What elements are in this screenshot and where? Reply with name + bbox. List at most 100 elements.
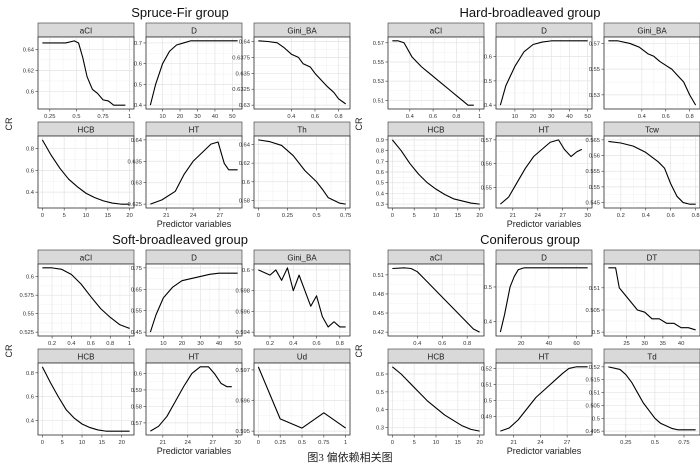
facet-group: Spruce-Fir group CR Predictor variables aCI… [4, 5, 351, 229]
facet-strip-label: Gini_BA [637, 27, 667, 36]
facet-strip-label: Ud [297, 353, 307, 362]
x-tick-label: 0.2 [266, 341, 274, 347]
x-tick-label: 0.25 [275, 440, 286, 446]
y-tick-label: 0.6 [26, 275, 34, 281]
x-tick-label: 0.8 [692, 213, 700, 219]
facet-panel: D 10 20 30 40 50 0.4 0.5 0.6 [484, 22, 593, 120]
plot-border [603, 36, 700, 110]
dependence-line [608, 40, 697, 106]
facet-strip-label: aCI [80, 254, 92, 263]
y-tick-label: 0.565 [585, 138, 600, 144]
x-tick-label: 0.8 [452, 114, 460, 120]
x-tick-label: 1 [344, 440, 347, 446]
facet-panel: HCB 0 5 10 15 20 0.4 0.6 0.8 [26, 121, 135, 219]
y-tick-label: 0.8 [26, 147, 34, 153]
x-tick-label: 30 [194, 114, 200, 120]
y-tick-label: 0.59 [131, 388, 142, 394]
facet-strip-label: D [541, 27, 547, 36]
y-tick-label: 0.55 [589, 185, 600, 191]
plot-border [145, 362, 243, 436]
group-title: Spruce-Fir group [131, 5, 229, 20]
x-tick-label: 20 [126, 213, 132, 219]
facet-panel: aCI 0.2 0.4 0.6 0.8 1 0.525 0.55 0.575 0.6 [19, 249, 135, 347]
facet-strip-label: Gini_BA [287, 254, 317, 263]
facet-panel: Td 0.25 0.5 0.75 0.495 0.5 0.505 0.51 0.515 0.52 [585, 348, 700, 446]
x-tick-label: 0.75 [340, 213, 351, 219]
facet-panel: HCB 0 5 10 15 20 0.3 0.4 0.5 0.6 0.7 0.8 0.9 [376, 121, 485, 219]
y-tick-label: 0.596 [235, 309, 250, 315]
x-axis-label: Predictor variables [507, 446, 582, 456]
dependence-line [42, 40, 126, 106]
x-tick-label: 0.4 [638, 114, 647, 120]
y-tick-label: 0.5 [376, 181, 384, 187]
dependence-line [149, 272, 238, 333]
y-tick-label: 0.596 [235, 399, 250, 405]
y-tick-label: 0.6325 [232, 87, 250, 93]
x-tick-label: 10 [83, 213, 89, 219]
dependence-line [500, 139, 583, 205]
y-tick-label: 0.58 [239, 198, 250, 204]
plot-border [495, 135, 593, 209]
x-tick-label: 1 [128, 114, 131, 120]
facet-panel: Gini_BA 0.2 0.4 0.6 0.8 0.594 0.596 0.598 0.6 [235, 249, 351, 347]
facet-strip-label: HCB [78, 126, 95, 135]
x-tick-label: 0.5 [313, 213, 321, 219]
x-tick-label: 20 [177, 114, 183, 120]
dependence-line [500, 366, 588, 432]
x-tick-label: 0.6 [429, 114, 437, 120]
dependence-line [150, 366, 232, 432]
y-tick-label: 0.4 [26, 190, 35, 196]
dependence-line [392, 267, 480, 333]
x-tick-label: 0.8 [106, 341, 114, 347]
x-tick-label: 0.8 [336, 341, 344, 347]
x-tick-label: 0.6 [87, 341, 95, 347]
y-tick-label: 0.545 [585, 201, 600, 207]
dependence-line [42, 267, 130, 329]
y-tick-label: 0.64 [239, 143, 251, 149]
x-tick-label: 24 [185, 440, 192, 446]
x-tick-label: 0.4 [406, 114, 415, 120]
y-tick-label: 0.4 [484, 320, 493, 326]
y-tick-label: 0.594 [235, 330, 250, 336]
plot-border [253, 135, 351, 209]
plot-area [387, 36, 485, 110]
x-tick-label: 0.4 [67, 341, 76, 347]
dependence-line [257, 366, 346, 429]
plot-area [603, 135, 700, 209]
x-tick-label: 30 [197, 341, 203, 347]
y-tick-label: 0.4 [484, 103, 493, 109]
y-tick-label: 0.5 [376, 390, 384, 396]
facet-panel: aCI 0.4 0.6 0.8 1 0.51 0.53 0.55 0.57 [373, 22, 485, 120]
y-tick-label: 0.56 [481, 162, 492, 168]
y-tick-label: 0.63 [131, 181, 142, 187]
x-tick-label: 0.6 [313, 341, 321, 347]
y-tick-label: 0.5 [592, 416, 600, 422]
plot-area [603, 263, 700, 337]
facet-strip-label: DT [647, 254, 658, 263]
y-tick-label: 0.5 [134, 82, 142, 88]
plot-border [145, 263, 243, 337]
dependence-line [608, 267, 696, 331]
x-tick-label: 0 [41, 213, 44, 219]
x-tick-label: 1 [128, 341, 131, 347]
y-tick-label: 0.64 [131, 138, 143, 144]
figure-caption: 图3 偏依赖相关图 [307, 452, 393, 464]
facet-panel: HT 21 24 27 0.625 0.63 0.635 0.64 [127, 121, 243, 219]
x-tick-label: 27 [564, 440, 570, 446]
x-tick-label: 0.25 [620, 440, 631, 446]
y-tick-label: 0.62 [23, 68, 34, 74]
y-tick-label: 0.45 [131, 330, 142, 336]
x-tick-label: 50 [584, 114, 590, 120]
y-axis-label: CR [4, 344, 14, 357]
facet-strip-label: HCB [78, 353, 95, 362]
facet-strip-label: Th [297, 126, 306, 135]
y-tick-label: 0.6375 [232, 55, 250, 61]
plot-border [603, 135, 700, 209]
x-tick-label: 25 [623, 341, 629, 347]
x-tick-label: 27 [559, 213, 565, 219]
x-axis-label: Predictor variables [157, 446, 232, 456]
x-tick-label: 27 [209, 440, 215, 446]
dependence-line [391, 139, 480, 205]
facet-panel: Gini_BA 0.4 0.6 0.8 0.63 0.6325 0.635 0.6375 0.6… [232, 22, 351, 120]
